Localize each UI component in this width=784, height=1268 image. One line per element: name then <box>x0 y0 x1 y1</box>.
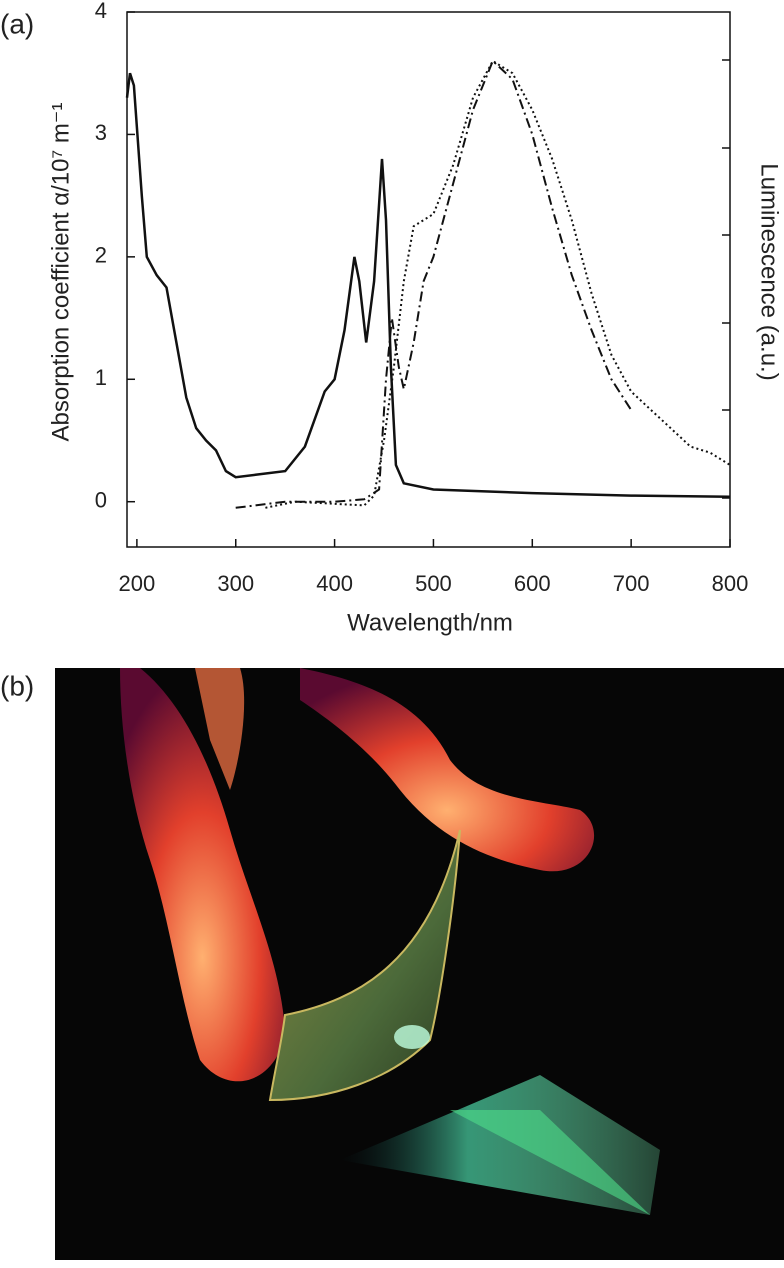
x-tick-label: 400 <box>316 571 353 596</box>
right-axis-ticks <box>722 59 730 499</box>
data-line <box>235 59 632 509</box>
photo <box>55 668 784 1260</box>
y-axis-label: Absorption coefficient α/10⁷ m⁻¹ <box>47 103 74 442</box>
x-tick-label: 500 <box>415 571 452 596</box>
data-line <box>125 72 731 499</box>
plot-frame <box>126 11 731 548</box>
y2-axis-label: Luminescence (a.u.) <box>756 163 783 380</box>
x-tick-label: 300 <box>217 571 254 596</box>
y-tick-label: 4 <box>95 0 107 23</box>
y-tick-label: 2 <box>95 243 107 268</box>
panel-label: (b) <box>0 670 34 701</box>
y-tick-label: 0 <box>95 488 107 513</box>
y-tick-label: 3 <box>95 120 107 145</box>
data-line <box>265 59 731 509</box>
x-tick-label: 200 <box>119 571 156 596</box>
panel-label: (a) <box>0 8 34 39</box>
x-tick-label: 600 <box>514 571 551 596</box>
x-tick-label: 800 <box>712 571 749 596</box>
y-tick-label: 1 <box>95 365 107 390</box>
x-axis-label: Wavelength/nm <box>347 609 513 636</box>
x-tick-label: 700 <box>613 571 650 596</box>
